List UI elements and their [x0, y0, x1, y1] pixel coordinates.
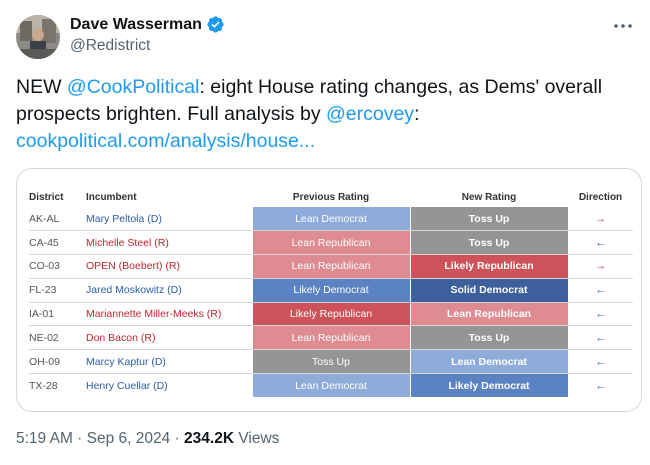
previous-rating-cell: Lean Democrat: [251, 373, 411, 398]
new-rating-cell: Toss Up: [409, 325, 569, 351]
tweet-text: NEW @CookPolitical: eight House rating c…: [16, 74, 636, 155]
tweet-header: Dave Wasserman @Redistrict: [16, 13, 636, 63]
table-row: IA-01 Mariannette Miller-Meeks (R) Likely …: [29, 302, 633, 327]
header-district: District: [29, 191, 64, 203]
incumbent-cell: OPEN (Boebert) (R): [86, 254, 252, 279]
author-handle[interactable]: @Redistrict: [70, 37, 151, 54]
new-rating-cell: Lean Republican: [409, 302, 569, 327]
verified-badge-icon[interactable]: [206, 15, 225, 34]
district-cell: FL-23: [29, 278, 86, 303]
arrow-right-icon: →: [568, 254, 633, 279]
district-cell: OH-09: [29, 349, 86, 375]
image-card[interactable]: District Incumbent Previous Rating New R…: [16, 168, 642, 412]
new-rating-cell: Solid Democrat: [409, 278, 569, 303]
arrow-left-icon: ←: [568, 230, 633, 256]
author-info: Dave Wasserman @Redistrict: [70, 15, 225, 55]
incumbent-cell: Mariannette Miller-Meeks (R): [86, 302, 252, 327]
avatar[interactable]: [16, 15, 60, 59]
previous-rating-cell: Lean Democrat: [251, 207, 411, 232]
arrow-left-icon: ←: [568, 302, 633, 327]
previous-rating-cell: Likely Republican: [251, 302, 411, 327]
incumbent-cell: Michelle Steel (R): [86, 230, 252, 256]
tweet-date[interactable]: Sep 6, 2024: [86, 430, 171, 447]
views-label: Views: [234, 430, 280, 447]
previous-rating-cell: Lean Republican: [251, 254, 411, 279]
previous-rating-cell: Lean Republican: [251, 325, 411, 351]
url-link[interactable]: cookpolitical.com/analysis/house...: [16, 130, 316, 152]
tweet-text-segment: :: [414, 103, 420, 125]
incumbent-cell: Mary Peltola (D): [86, 207, 252, 232]
table-row: CA-45 Michelle Steel (R) Lean Republican To…: [29, 230, 633, 256]
district-cell: TX-28: [29, 379, 58, 392]
view-count: 234.2K: [184, 430, 235, 447]
incumbent-cell: Don Bacon (R): [86, 325, 252, 351]
arrow-left-icon: ←: [568, 278, 633, 303]
district-cell: NE-02: [29, 325, 86, 351]
district-cell: AK-AL: [29, 207, 86, 232]
table-row: FL-23 Jared Moskowitz (D) Likely Democrat S…: [29, 278, 633, 303]
mention-link[interactable]: @ercovey: [325, 103, 415, 125]
arrow-right-icon: →: [568, 207, 633, 232]
tweet-time[interactable]: 5:19 AM: [16, 430, 73, 447]
arrow-left-icon: ←: [568, 349, 633, 375]
new-rating-cell: Likely Democrat: [409, 373, 569, 398]
separator: ·: [170, 430, 185, 447]
ratings-table: District Incumbent Previous Rating New R…: [29, 187, 633, 398]
header-incumbent: Incumbent: [86, 191, 137, 203]
district-cell: CO-03: [29, 254, 86, 279]
district-cell: CA-45: [29, 230, 86, 256]
header-previous-rating: Previous Rating: [292, 191, 370, 203]
author-name[interactable]: Dave Wasserman: [70, 15, 202, 33]
table-row: NE-02 Don Bacon (R) Lean Republican Toss Up…: [29, 325, 633, 351]
new-rating-cell: Likely Republican: [409, 254, 569, 279]
mention-link[interactable]: @CookPolitical: [66, 76, 200, 98]
incumbent-cell: Marcy Kaptur (D): [86, 349, 252, 375]
incumbent-cell: Henry Cuellar (D): [86, 379, 168, 392]
arrow-left-icon: ←: [568, 325, 633, 351]
new-rating-cell: Toss Up: [409, 230, 569, 256]
arrow-left-icon: ←: [595, 379, 607, 392]
separator: ·: [72, 430, 87, 447]
header-direction: Direction: [578, 191, 623, 203]
new-rating-cell: Toss Up: [409, 207, 569, 232]
more-options-icon[interactable]: [610, 13, 636, 39]
new-rating-cell: Lean Democrat: [409, 349, 569, 375]
previous-rating-cell: Lean Republican: [251, 230, 411, 256]
previous-rating-cell: Toss Up: [251, 349, 411, 375]
incumbent-cell: Jared Moskowitz (D): [86, 278, 252, 303]
header-new-rating: New Rating: [461, 191, 517, 203]
table-row: AK-AL Mary Peltola (D) Lean Democrat Toss U…: [29, 207, 633, 232]
table-row: OH-09 Marcy Kaptur (D) Toss Up Lean Democra…: [29, 349, 633, 375]
previous-rating-cell: Likely Democrat: [251, 278, 411, 303]
table-row: CO-03 OPEN (Boebert) (R) Lean Republican Li…: [29, 254, 633, 279]
tweet-text-segment: NEW: [16, 76, 67, 98]
table-header-row: District Incumbent Previous Rating New R…: [29, 187, 633, 207]
tweet-text-segment: : eight House rating changes, as Dems' o…: [16, 76, 603, 125]
tweet-footer: 5:19 AM · Sep 6, 2024 · 234.2K Views: [16, 430, 279, 448]
district-cell: IA-01: [29, 302, 86, 327]
table-row: TX-28 Henry Cuellar (D) Lean Democrat Likel…: [29, 373, 633, 398]
